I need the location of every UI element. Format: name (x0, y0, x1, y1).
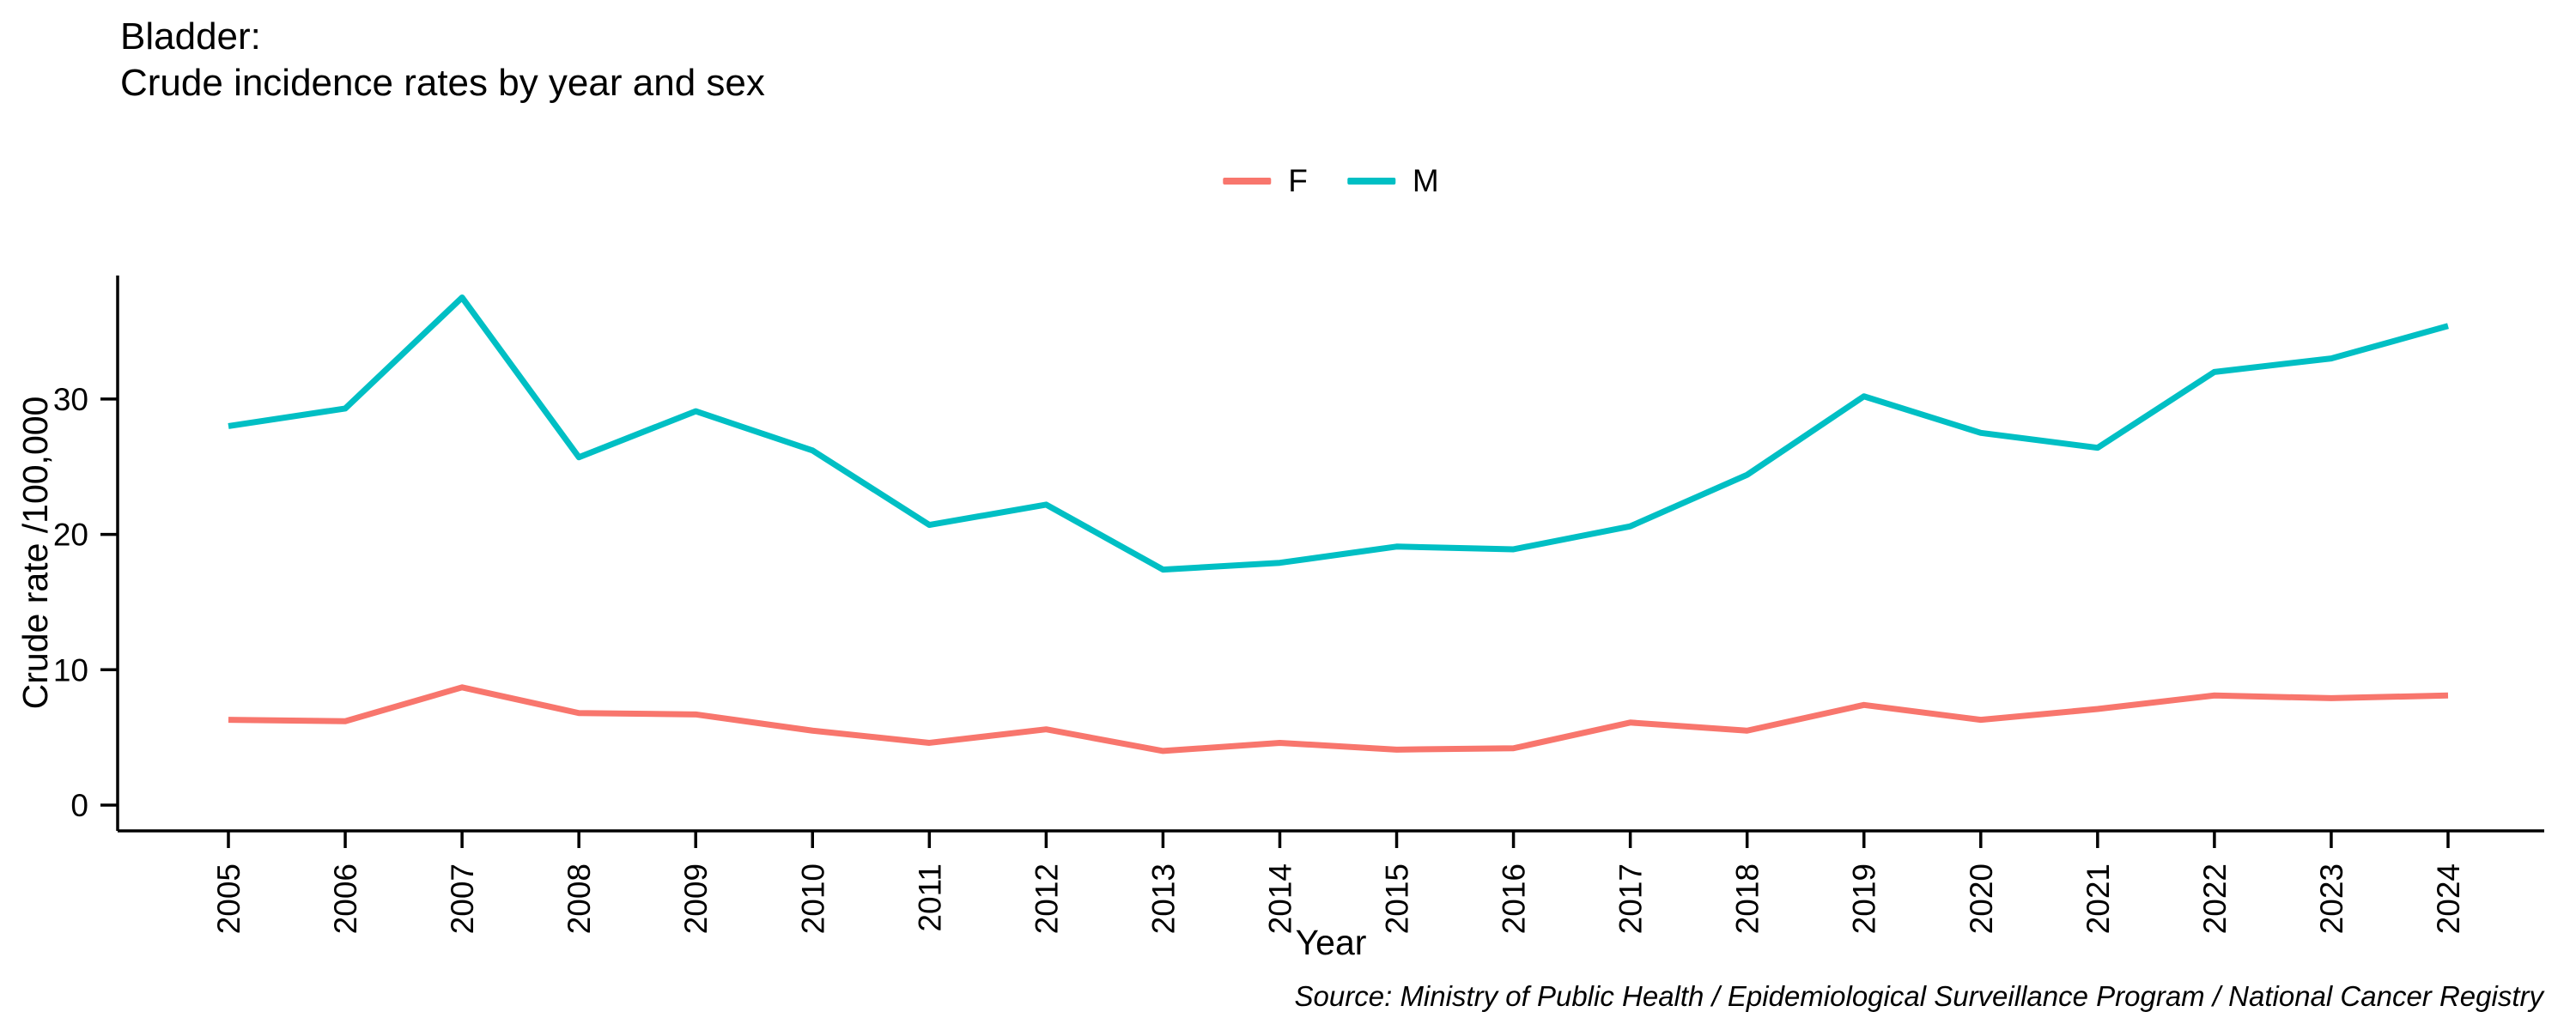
y-tick-label: 30 (53, 382, 88, 417)
legend-label-f: F (1288, 163, 1308, 198)
x-tick-label: 2011 (912, 863, 947, 932)
x-tick-label: 2020 (1964, 863, 1999, 934)
legend-swatch-f-line (1223, 178, 1272, 185)
chart-title-line2: Crude incidence rates by year and sex (120, 62, 765, 104)
x-tick-label: 2013 (1145, 863, 1181, 934)
x-tick-label: 2024 (2431, 863, 2466, 934)
y-tick-label: 0 (70, 788, 88, 823)
x-tick-label: 2009 (678, 863, 714, 934)
y-tick-label: 20 (53, 518, 88, 553)
x-tick-label: 2010 (795, 863, 830, 934)
axes: 0 10 20 30 2005 2006 2007 2008 2009 2010 2011 2012 2… (53, 276, 2544, 934)
x-tick-label: 2015 (1380, 863, 1415, 934)
x-tick-label: 2017 (1613, 863, 1649, 934)
x-tick-label: 2023 (2314, 863, 2349, 934)
legend-swatch-m-line (1346, 178, 1395, 185)
x-tick-label: 2006 (328, 863, 363, 934)
x-tick-label: 2019 (1847, 863, 1882, 934)
series-line-m (228, 294, 2449, 573)
x-tick-label: 2008 (562, 863, 597, 934)
series-lines (228, 294, 2449, 754)
x-tick-label: 2016 (1497, 863, 1532, 934)
legend-label-m: M (1412, 163, 1439, 198)
y-axis-title: Crude rate /100,000 (15, 397, 55, 710)
series-line-f (228, 684, 2449, 754)
legend-item-f: F (1223, 163, 1308, 199)
chart-title-line1: Bladder: (120, 15, 261, 58)
chart-title: Bladder: Crude incidence rates by year an… (120, 14, 765, 106)
x-tick-label: 2007 (445, 863, 480, 934)
x-tick-label: 2022 (2197, 863, 2233, 934)
x-tick-label: 2021 (2081, 863, 2116, 934)
legend: F M (1223, 163, 1439, 199)
source-note: Source: Ministry of Public Health / Epid… (1295, 980, 2546, 1012)
x-tick-label: 2012 (1029, 863, 1064, 934)
x-axis-title: Year (1296, 923, 1367, 962)
legend-item-m: M (1346, 163, 1439, 199)
y-tick-label: 10 (53, 652, 88, 688)
x-tick-label: 2005 (211, 863, 246, 934)
x-tick-label: 2018 (1730, 863, 1765, 934)
x-tick-label: 2014 (1262, 863, 1297, 934)
